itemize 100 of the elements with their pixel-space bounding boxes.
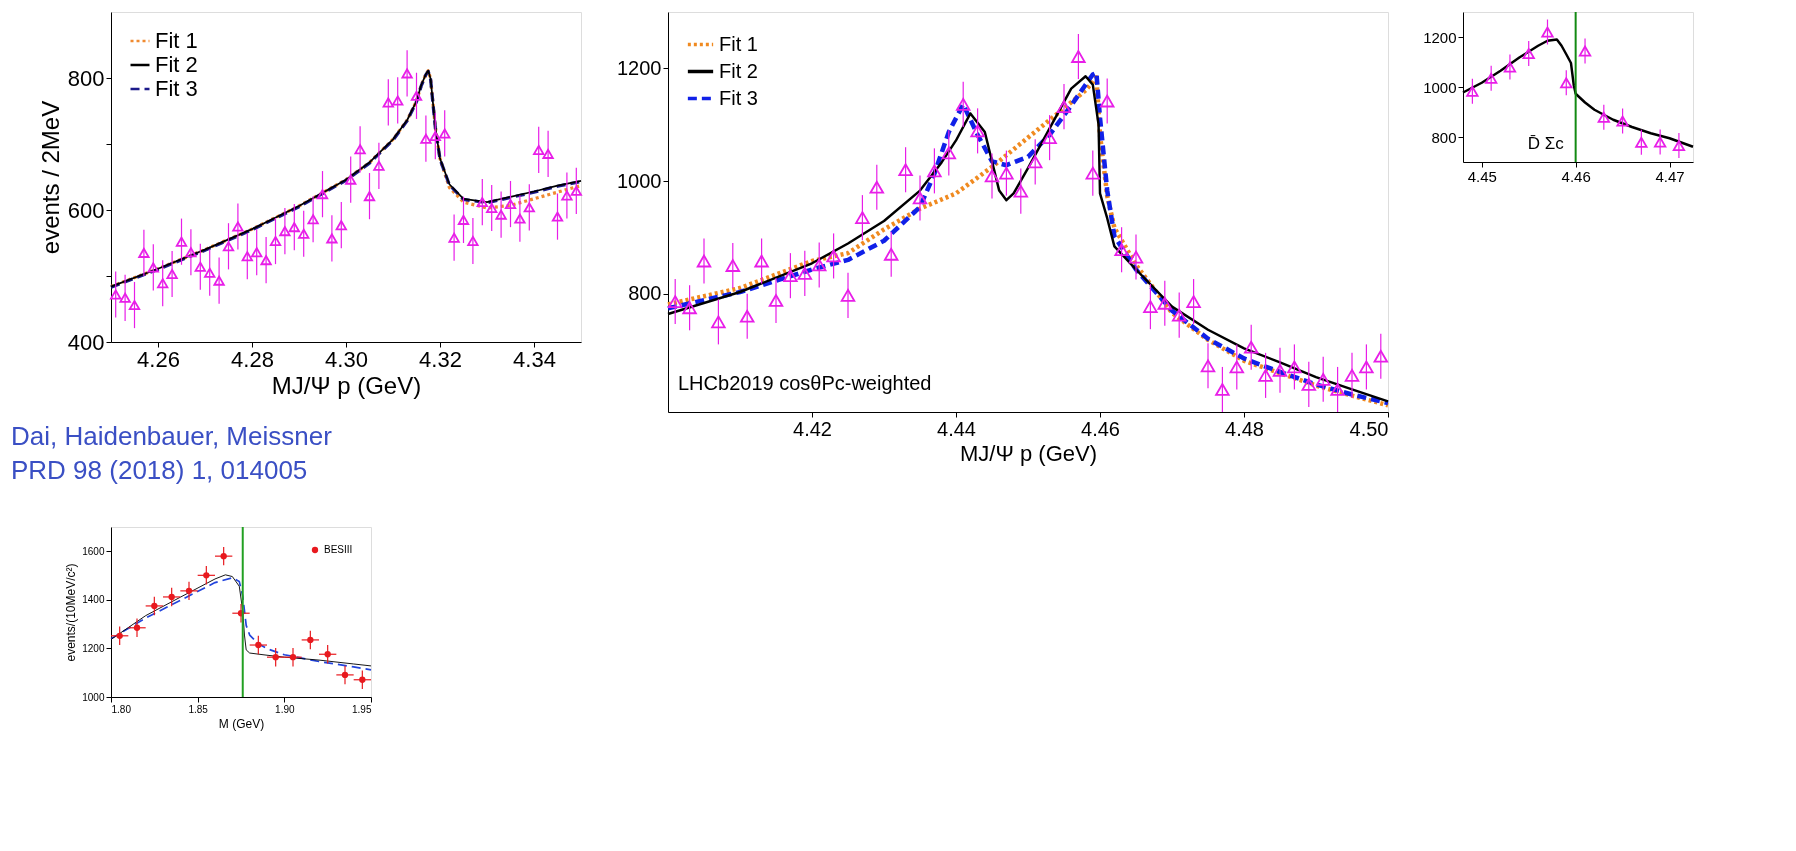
point — [898, 163, 913, 177]
point — [392, 95, 404, 106]
point — [222, 241, 235, 252]
point — [1099, 94, 1115, 108]
point — [912, 191, 928, 205]
point — [1344, 369, 1360, 382]
text: Dai, Haidenbauer, Meissner — [11, 421, 333, 451]
point — [1027, 155, 1043, 169]
y-axis-title: events / 2MeV — [36, 100, 64, 255]
point — [354, 144, 366, 155]
y-tick-label: 1600 — [82, 545, 105, 557]
y-tick-label: 1000 — [1423, 78, 1457, 96]
point — [298, 228, 310, 239]
point — [157, 278, 169, 289]
legend-label: Fit 3 — [719, 86, 758, 109]
point — [1578, 45, 1592, 57]
point — [1258, 369, 1273, 382]
y-tick-label: 800 — [1431, 128, 1457, 146]
point — [1485, 72, 1498, 84]
point — [279, 226, 291, 237]
point — [175, 236, 188, 247]
point — [382, 97, 394, 108]
point — [128, 300, 141, 311]
x-axis-title: M (GeV) — [218, 716, 265, 731]
point — [204, 267, 216, 278]
point — [1157, 296, 1173, 310]
point — [1541, 26, 1554, 38]
point — [1373, 349, 1389, 363]
point — [999, 166, 1014, 180]
point — [260, 255, 272, 266]
point — [754, 254, 769, 268]
point — [448, 232, 460, 243]
annotation: LHCb2019 cosθPc-weighted — [678, 372, 932, 394]
point — [682, 301, 697, 315]
point — [1616, 115, 1629, 127]
y-tick-label: 1200 — [1423, 28, 1457, 46]
point — [1635, 136, 1648, 148]
point — [420, 133, 432, 144]
x-tick-label: 4.32 — [419, 346, 462, 372]
y-tick-label: 800 — [628, 282, 662, 305]
point — [457, 214, 470, 225]
y-tick-label: 1200 — [617, 56, 662, 79]
legend-label: Fit 1 — [155, 28, 198, 53]
point — [826, 249, 841, 263]
point — [869, 180, 885, 194]
point — [725, 259, 741, 272]
x-tick-label: 4.47 — [1655, 167, 1685, 185]
point — [984, 169, 1000, 183]
point — [1056, 100, 1072, 114]
point — [1522, 48, 1535, 59]
point — [533, 144, 545, 155]
point — [1186, 295, 1201, 308]
point — [1672, 140, 1686, 151]
y-tick-label: 1000 — [82, 691, 105, 703]
point — [251, 247, 263, 258]
point — [138, 247, 150, 258]
legend-label: Fit 2 — [155, 52, 198, 77]
y-tick-label: 400 — [67, 329, 105, 355]
point — [1042, 131, 1057, 145]
point — [955, 98, 971, 111]
legend-label: Fit 1 — [719, 32, 758, 55]
y-tick-label: 1400 — [82, 594, 105, 606]
x-tick-label: 1.80 — [111, 703, 132, 715]
point — [307, 214, 319, 225]
point — [739, 309, 755, 323]
point — [335, 220, 347, 231]
x-tick-label: 1.90 — [275, 703, 295, 715]
point — [147, 262, 159, 273]
point — [1229, 360, 1245, 374]
point — [439, 128, 451, 139]
point — [1013, 184, 1029, 198]
point — [241, 251, 253, 262]
point — [855, 211, 870, 225]
y-axis-title: events/(10MeV/c²) — [64, 563, 79, 662]
point — [1128, 250, 1144, 264]
x-axis-title: MJ/Ψ p (GeV) — [960, 440, 1097, 466]
point — [1597, 111, 1610, 123]
point — [941, 146, 957, 160]
point — [1071, 50, 1086, 63]
x-tick-label: 4.46 — [1081, 417, 1120, 440]
point — [970, 124, 985, 138]
point — [1215, 383, 1230, 396]
point — [410, 90, 423, 101]
point — [927, 164, 942, 178]
x-tick-label: 4.42 — [793, 417, 832, 440]
x-tick-label: 4.50 — [1349, 417, 1389, 440]
point — [1171, 308, 1187, 322]
point — [119, 292, 131, 303]
point — [561, 190, 573, 201]
point — [476, 197, 488, 208]
point — [542, 148, 554, 159]
x-tick-label: 4.26 — [137, 346, 180, 372]
text: PRD 98 (2018) 1, 014005 — [11, 455, 308, 485]
point — [269, 236, 282, 247]
x-tick-label: 4.28 — [231, 346, 274, 372]
x-tick-label: 4.48 — [1225, 417, 1264, 440]
point — [523, 202, 535, 213]
point — [345, 174, 357, 185]
x-tick-label: 4.45 — [1467, 167, 1497, 185]
point — [1143, 300, 1158, 314]
